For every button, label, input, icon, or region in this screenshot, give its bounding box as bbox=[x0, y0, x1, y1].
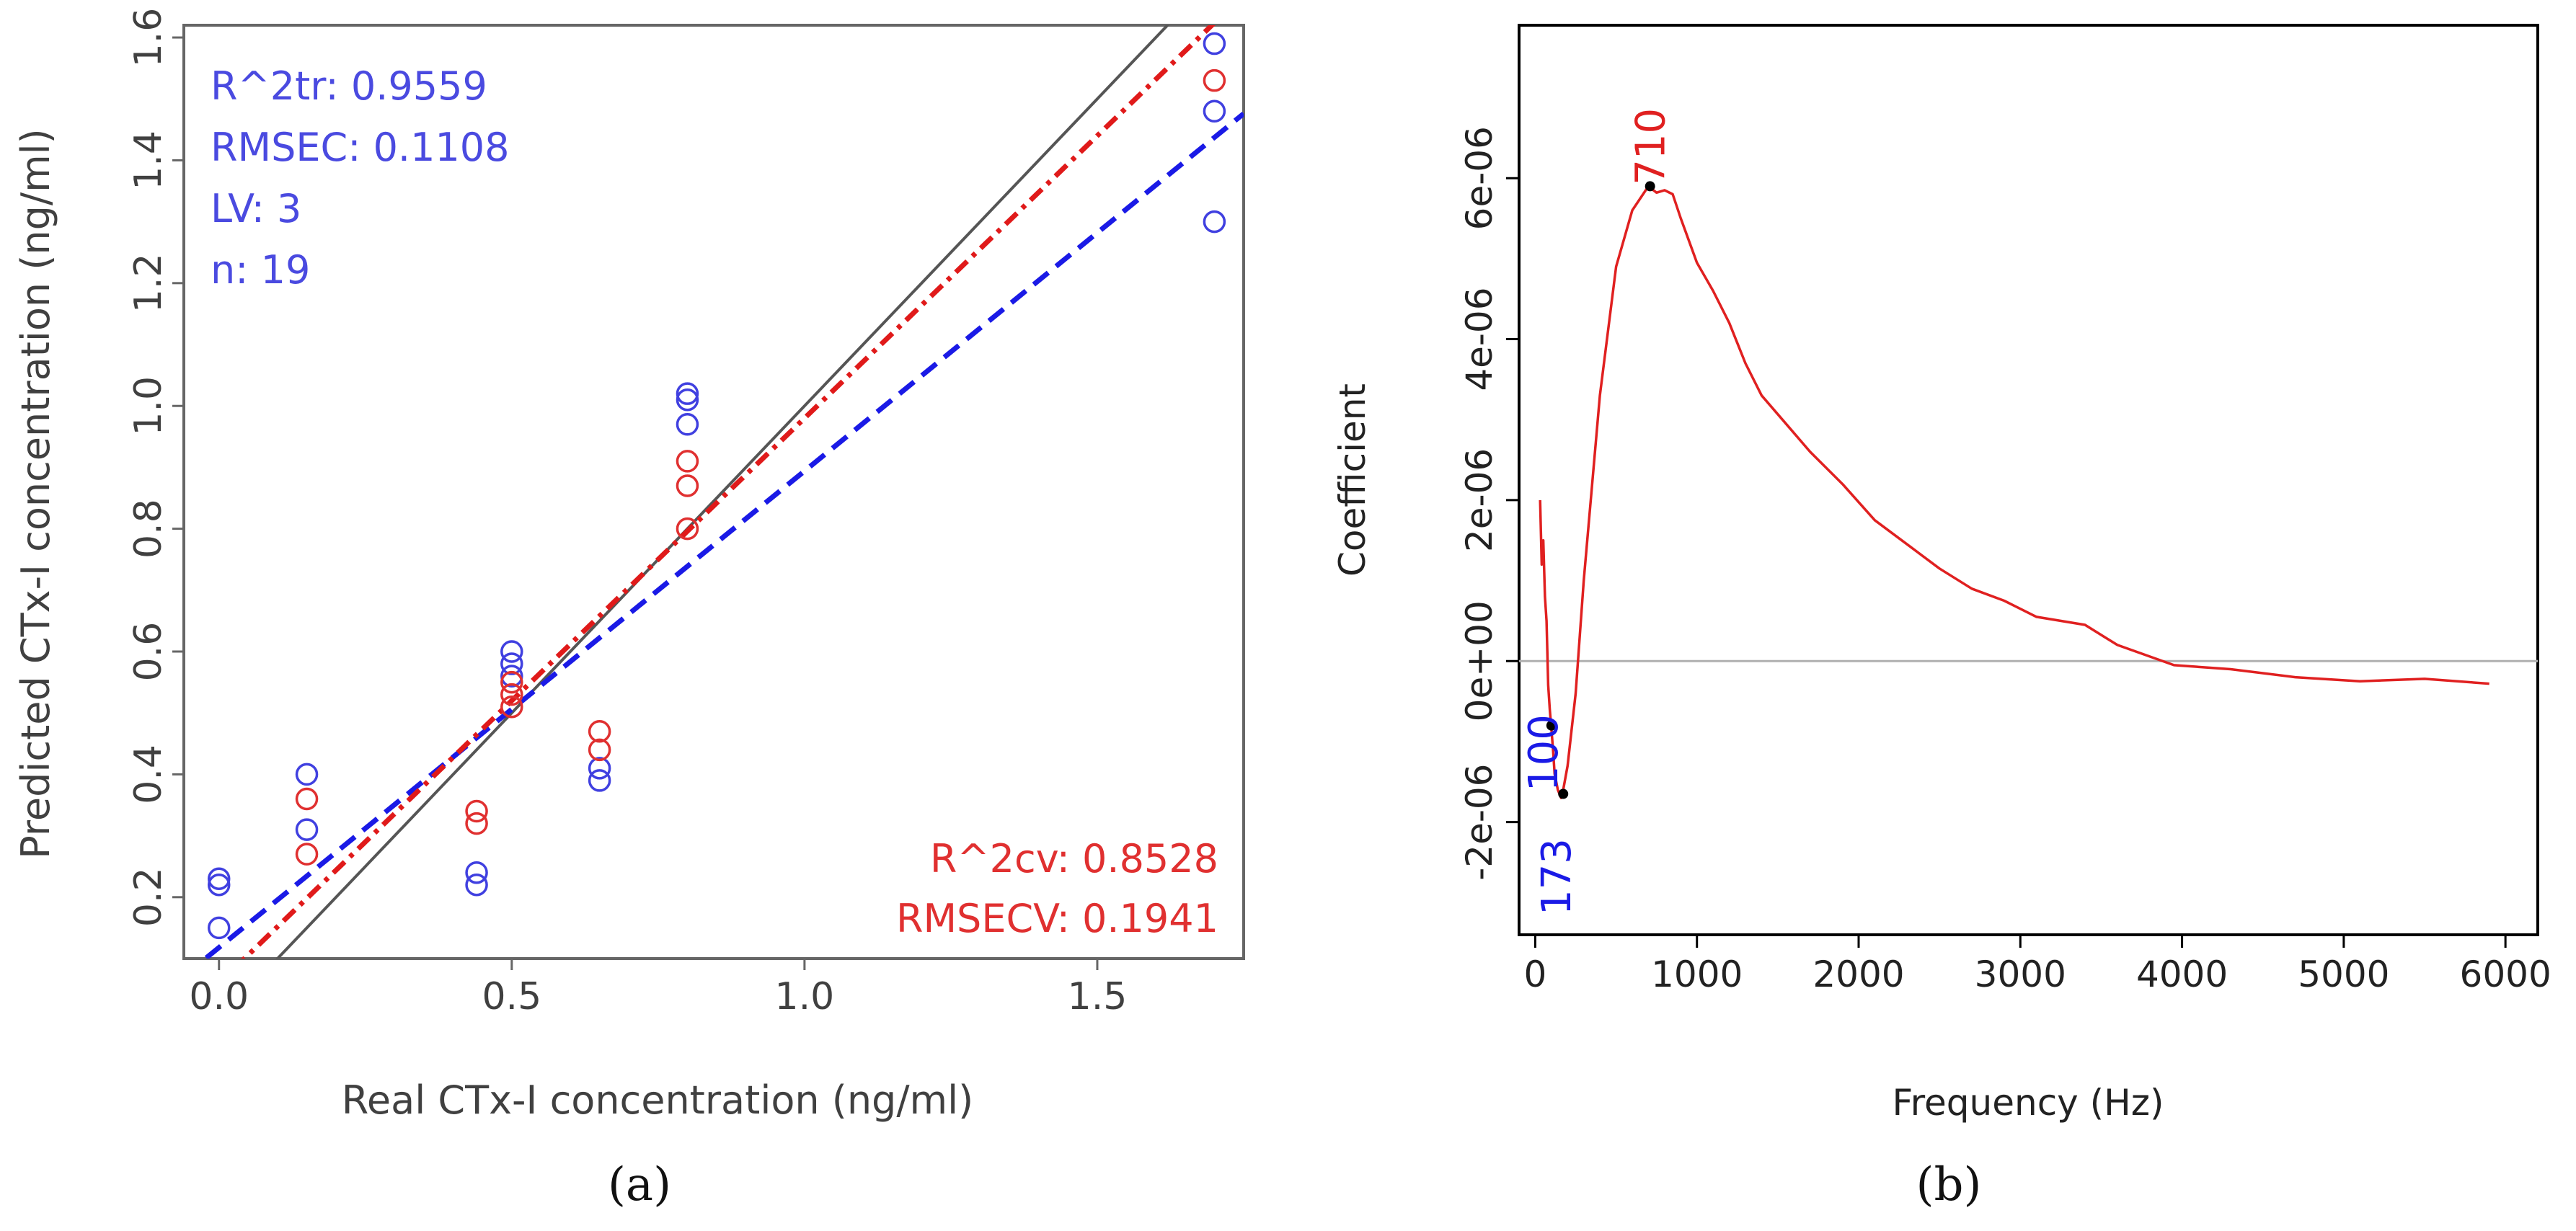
a-point-train bbox=[676, 382, 699, 405]
b-marked-label: 100 bbox=[1521, 714, 1567, 791]
a-line-identity bbox=[275, 25, 1170, 959]
b-xtick-label: 2000 bbox=[1813, 954, 1904, 995]
panel-b: 0 1000 2000 3000 4000 5000 6000 -2e-06 0e+00 2e-0… bbox=[1332, 24, 2551, 1212]
b-ylabel: Coefficient bbox=[1332, 383, 1373, 577]
a-point-cv bbox=[295, 787, 319, 811]
a-xtick-label: 1.0 bbox=[775, 975, 835, 1018]
a-fit-lines bbox=[201, 25, 1244, 959]
a-point-cv bbox=[676, 474, 699, 497]
a-annotation-train: RMSEC: 0.1108 bbox=[211, 125, 510, 170]
a-point-cv bbox=[500, 695, 523, 719]
panel-label-b: (b) bbox=[1916, 1158, 1982, 1212]
a-point-train bbox=[295, 818, 319, 841]
b-xtick-label: 6000 bbox=[2460, 954, 2551, 995]
plot-frame-a bbox=[182, 24, 1245, 960]
b-xtick-label: 3000 bbox=[1975, 954, 2066, 995]
plot-frame-b bbox=[1518, 24, 2539, 936]
a-point-cv bbox=[676, 517, 699, 541]
b-marked-points: 100 173 710 bbox=[1521, 108, 1675, 915]
a-point-train bbox=[500, 640, 523, 663]
a-point-train bbox=[295, 763, 319, 786]
a-ytick-label: 0.8 bbox=[127, 499, 170, 559]
b-ytick-label: 6e-06 bbox=[1459, 126, 1500, 230]
a-ytick-label: 0.4 bbox=[127, 745, 170, 804]
b-marked-point bbox=[1645, 181, 1655, 192]
a-point-train bbox=[676, 413, 699, 436]
a-line-train-fit bbox=[201, 111, 1244, 959]
b-marked-point bbox=[1558, 788, 1569, 799]
a-point-train bbox=[500, 665, 523, 688]
a-point-cv bbox=[465, 812, 488, 835]
a-point-cv bbox=[295, 843, 319, 866]
b-marked-label: 710 bbox=[1628, 108, 1675, 185]
a-ylabel: Predicted CTx-I concentration (ng/ml) bbox=[13, 128, 58, 858]
panel-a: 0.0 0.5 1.0 1.5 0.2 0.4 0.6 0.8 1.0 1.2 1.4 1.6 R^2… bbox=[13, 8, 1245, 1212]
a-ytick-label: 0.2 bbox=[127, 867, 170, 927]
a-xlabel: Real CTx-I concentration (ng/ml) bbox=[342, 1077, 973, 1123]
b-series-coefficient bbox=[1539, 185, 2489, 799]
a-point-train bbox=[588, 769, 611, 792]
b-ytick-label: 4e-06 bbox=[1459, 287, 1500, 391]
a-ytick-label: 1.0 bbox=[127, 376, 170, 436]
b-ytick-label: -2e-06 bbox=[1459, 764, 1500, 881]
a-line-cv-fit bbox=[241, 25, 1216, 959]
panel-label-a: (a) bbox=[608, 1158, 671, 1212]
a-point-train bbox=[207, 874, 231, 897]
a-xtick-label: 1.5 bbox=[1068, 975, 1128, 1018]
a-point-cv bbox=[465, 799, 488, 823]
b-coefficient-line bbox=[1539, 185, 2489, 799]
b-ticks: 0 1000 2000 3000 4000 5000 6000 -2e-06 0e+00 2e-0… bbox=[1459, 126, 2551, 995]
b-ytick-label: 2e-06 bbox=[1459, 448, 1500, 552]
a-annotation-train: n: 19 bbox=[211, 247, 310, 293]
b-xtick-label: 5000 bbox=[2298, 954, 2389, 995]
a-annotation-cv: RMSECV: 0.1941 bbox=[896, 896, 1218, 941]
a-point-cv bbox=[676, 450, 699, 473]
a-point-cv bbox=[500, 670, 523, 694]
a-point-train bbox=[588, 757, 611, 780]
a-ytick-label: 1.4 bbox=[127, 130, 170, 190]
a-point-cv bbox=[1203, 68, 1226, 92]
b-xtick-label: 1000 bbox=[1651, 954, 1743, 995]
a-ticks: 0.0 0.5 1.0 1.5 0.2 0.4 0.6 0.8 1.0 1.2 1.4 1.6 bbox=[127, 8, 1127, 1018]
b-ytick-label: 0e+00 bbox=[1459, 600, 1500, 721]
a-point-train bbox=[207, 916, 231, 940]
a-point-train bbox=[465, 874, 488, 897]
a-points bbox=[207, 32, 1226, 940]
a-ytick-label: 0.6 bbox=[127, 622, 170, 682]
b-xtick-label: 0 bbox=[1524, 954, 1547, 995]
a-xtick-label: 0.0 bbox=[189, 975, 249, 1018]
a-point-cv bbox=[588, 738, 611, 762]
a-annotation-cv: R^2cv: 0.8528 bbox=[930, 836, 1218, 881]
a-point-train bbox=[1203, 32, 1226, 55]
b-xtick-label: 4000 bbox=[2136, 954, 2228, 995]
a-point-train bbox=[1203, 210, 1226, 234]
a-point-cv bbox=[588, 720, 611, 743]
a-annotation-train: LV: 3 bbox=[211, 186, 301, 231]
a-point-train bbox=[1203, 99, 1226, 123]
b-marked-point bbox=[1546, 720, 1557, 731]
a-ytick-label: 1.2 bbox=[127, 253, 170, 313]
b-marked-label: 173 bbox=[1533, 838, 1580, 915]
a-xtick-label: 0.5 bbox=[482, 975, 541, 1018]
a-annotations: R^2tr: 0.9559 RMSEC: 0.1108 LV: 3 n: 19 R^2c… bbox=[211, 63, 1218, 941]
a-point-train bbox=[465, 861, 488, 884]
a-point-train bbox=[676, 388, 699, 412]
a-ytick-label: 1.6 bbox=[127, 8, 170, 68]
b-xlabel: Frequency (Hz) bbox=[1892, 1082, 2164, 1124]
a-annotation-train: R^2tr: 0.9559 bbox=[211, 63, 487, 109]
a-point-train bbox=[207, 867, 231, 890]
a-point-train bbox=[500, 652, 523, 675]
a-point-cv bbox=[500, 683, 523, 706]
